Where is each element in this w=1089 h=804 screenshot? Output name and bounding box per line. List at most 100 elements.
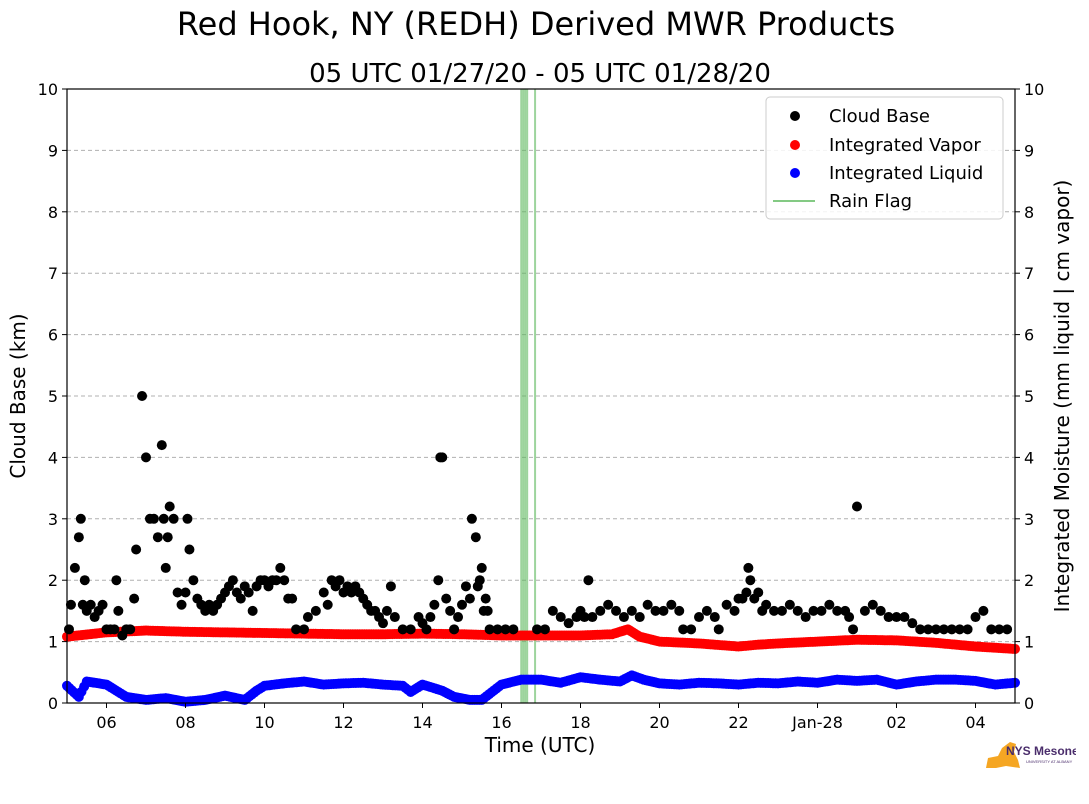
data-point (745, 575, 756, 586)
data-point (158, 513, 169, 524)
data-point (302, 612, 313, 623)
data-point (131, 544, 142, 555)
data-point (800, 612, 811, 623)
data-point (824, 599, 835, 610)
data-point (915, 624, 926, 635)
data-point (164, 501, 175, 512)
y-axis-label-left: Cloud Base (km) (6, 313, 30, 478)
data-point (709, 612, 720, 623)
data-point (279, 575, 290, 586)
y-tick-label-left: 10 (38, 80, 58, 99)
data-point (385, 581, 396, 592)
data-point (389, 612, 400, 623)
data-point (686, 624, 697, 635)
data-point (271, 575, 282, 586)
data-point (923, 624, 934, 635)
y-tick-label-left: 2 (48, 571, 58, 590)
y-tick-label-right: 10 (1024, 80, 1044, 99)
data-point (470, 532, 481, 543)
x-tick-label: 18 (570, 713, 590, 732)
data-point (852, 501, 862, 512)
data-point (65, 599, 76, 610)
y-tick-label-left: 9 (48, 141, 58, 160)
y-tick-label-right: 9 (1024, 141, 1034, 160)
x-tick-label: 20 (649, 713, 669, 732)
data-point (318, 587, 329, 598)
data-point (275, 562, 286, 573)
y-tick-label-right: 8 (1024, 203, 1034, 222)
data-point (464, 593, 475, 604)
y-axis-label-right: Integrated Moisture (mm liquid | cm vapo… (1050, 180, 1074, 613)
data-point (875, 605, 886, 616)
data-point (666, 599, 677, 610)
x-tick-label: 14 (412, 713, 432, 732)
y-axis-ticks: 0 0 1 1 2 2 3 3 4 4 5 5 6 6 7 7 8 8 9 9 10 10 (38, 80, 1045, 713)
data-point (148, 513, 159, 524)
y-tick-label-right: 3 (1024, 510, 1034, 529)
data-point (141, 452, 151, 463)
data-point (176, 599, 187, 610)
data-point (322, 599, 333, 610)
data-point (701, 605, 712, 616)
y-tick-label-right: 7 (1024, 264, 1034, 283)
data-point (97, 599, 108, 610)
legend-box (765, 96, 1004, 220)
data-point (618, 612, 629, 623)
data-point (85, 599, 96, 610)
data-point (433, 575, 444, 586)
legend-label-integrated-vapor: Integrated Vapor (829, 135, 981, 156)
data-point (421, 624, 432, 635)
y-tick-label-right: 1 (1024, 633, 1034, 652)
y-tick-label-left: 3 (48, 510, 58, 529)
data-point (721, 599, 732, 610)
data-point (457, 599, 467, 610)
data-point (299, 624, 309, 635)
grid-lines (67, 149, 1015, 643)
data-point (776, 605, 787, 616)
data-point (180, 587, 191, 598)
data-point (474, 575, 485, 586)
data-point (243, 587, 254, 598)
data-point (172, 587, 183, 598)
data-point (595, 605, 606, 616)
data-point (650, 605, 661, 616)
data-point (583, 575, 594, 586)
chart-subtitle: 05 UTC 01/27/20 - 05 UTC 01/28/20 (309, 59, 771, 89)
data-point (429, 599, 440, 610)
data-point (539, 624, 550, 635)
data-point (500, 624, 511, 635)
data-point (188, 575, 199, 586)
x-tick-label: Jan-28 (791, 713, 843, 732)
data-point (713, 624, 724, 635)
legend-marker-integrated-vapor (790, 140, 800, 150)
data-point (844, 612, 855, 623)
legend-marker-integrated-liquid (790, 168, 800, 178)
data-point (291, 624, 302, 635)
data-point (743, 562, 754, 573)
data-point (761, 599, 772, 610)
y-tick-label-left: 4 (48, 448, 58, 467)
y-tick-label-right: 2 (1024, 571, 1034, 590)
data-point (156, 440, 167, 451)
series-integrated-liquid (62, 670, 1020, 707)
x-tick-label: 10 (254, 713, 274, 732)
data-point (626, 605, 637, 616)
y-tick-label-right: 6 (1024, 326, 1034, 345)
data-point (532, 624, 543, 635)
series-cloud-base (63, 391, 1013, 641)
data-point (848, 624, 859, 635)
y-tick-label-left: 8 (48, 203, 58, 222)
data-point (678, 624, 689, 635)
data-point (480, 593, 491, 604)
data-point (611, 605, 622, 616)
data-point (69, 562, 80, 573)
data-point (962, 624, 973, 635)
data-point (492, 624, 503, 635)
data-point (247, 605, 258, 616)
data-point (484, 624, 495, 635)
y-tick-label-left: 1 (48, 633, 58, 652)
y-tick-label-left: 6 (48, 326, 58, 345)
data-point (642, 599, 653, 610)
data-point (587, 612, 598, 623)
